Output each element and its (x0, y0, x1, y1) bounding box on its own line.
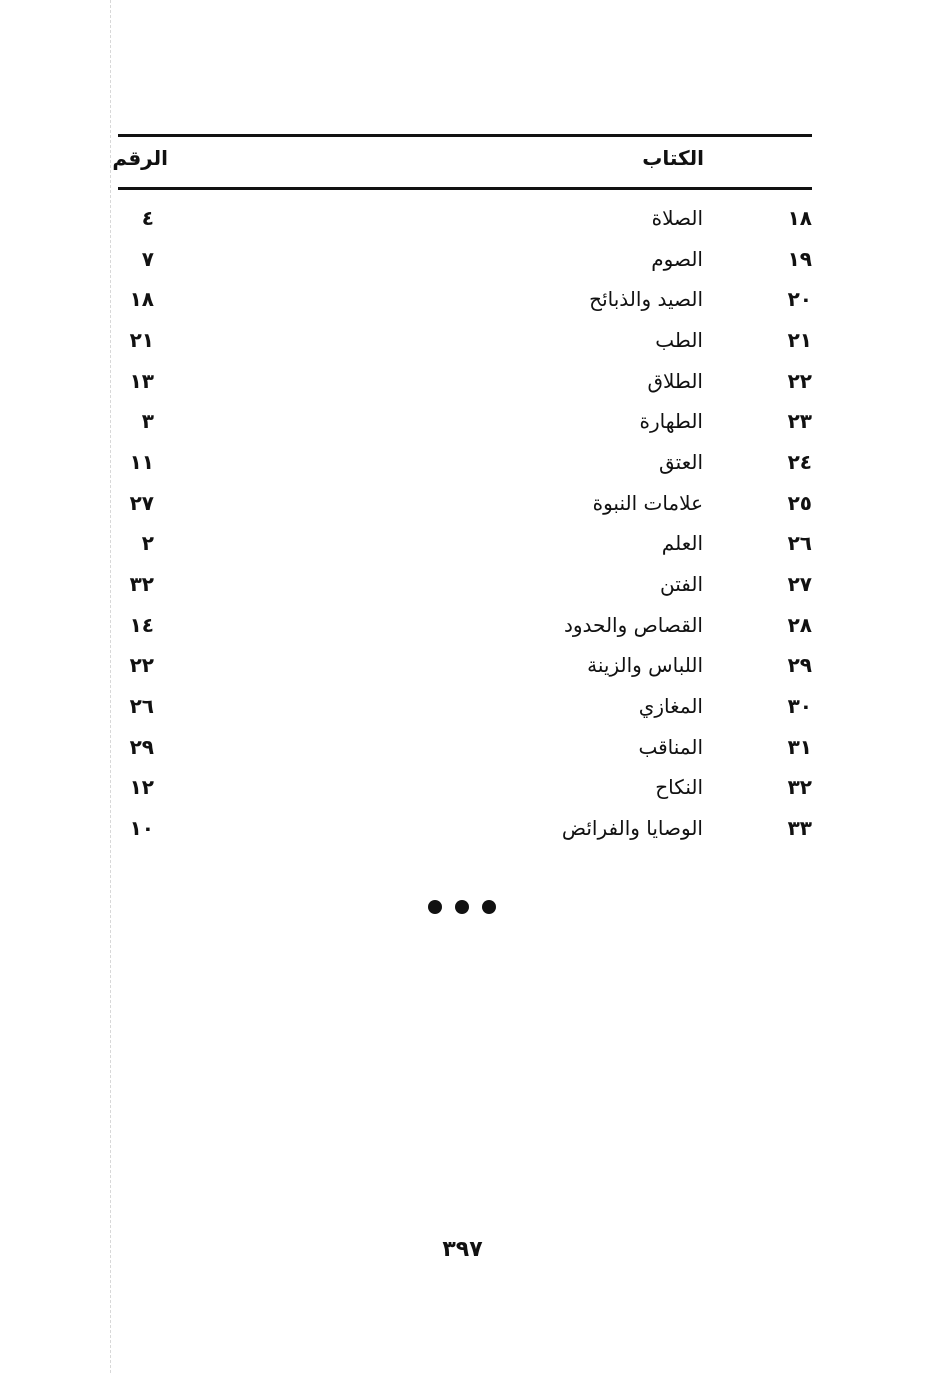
row-title: النكاح (655, 775, 703, 800)
ornament-dot (482, 900, 496, 914)
table-header-rule (118, 187, 812, 190)
row-count: ٢٩ (129, 734, 154, 759)
row-serial: ٢٥ (787, 490, 812, 515)
row-serial: ٢٦ (787, 531, 812, 556)
ornament-dot (428, 900, 442, 914)
page-number: ٣٩٧ (442, 1236, 483, 1262)
row-serial: ٢٠ (787, 287, 812, 312)
header-book: الكتاب (642, 146, 704, 170)
row-title: العتق (658, 450, 703, 475)
row-title: الطلاق (647, 368, 703, 393)
table-row: ٢٢ الطلاق ١٣ (118, 369, 812, 405)
row-serial: ٢٢ (787, 368, 812, 393)
table-row: ٣٠ المغازي ٢٦ (118, 694, 812, 730)
row-count: ١٠ (129, 816, 154, 841)
row-count: ٢ (141, 531, 154, 556)
row-title: المغازي (638, 694, 703, 719)
row-count: ٣ (141, 409, 154, 434)
row-serial: ١٩ (787, 246, 812, 271)
row-title: الطهارة (639, 409, 703, 434)
row-serial: ٣٠ (787, 694, 812, 719)
row-serial: ٣١ (787, 734, 812, 759)
row-title: الفتن (659, 572, 703, 597)
table-row: ٢٨ القصاص والحدود ١٤ (118, 613, 812, 649)
table-row: ٣٢ النكاح ١٢ (118, 775, 812, 811)
row-count: ١٢ (129, 775, 154, 800)
table-row: ٢٥ علامات النبوة ٢٧ (118, 491, 812, 527)
row-count: ١٣ (129, 368, 154, 393)
table-row: ٢٦ العلم ٢ (118, 531, 812, 567)
header-number: الرقم (112, 146, 168, 170)
row-count: ١٤ (129, 612, 154, 637)
row-serial: ٢٣ (787, 409, 812, 434)
row-title: الطب (655, 328, 703, 352)
row-serial: ٢٨ (787, 612, 812, 637)
row-serial: ٢١ (787, 328, 812, 352)
table-row: ٢٠ الصيد والذبائح ١٨ (118, 287, 812, 323)
row-serial: ٣٢ (787, 775, 812, 800)
page-margin-line (110, 0, 111, 1373)
row-serial: ٢٤ (787, 450, 812, 475)
table-row: ١٨ الصلاة ٤ (118, 206, 812, 242)
row-count: ٢٢ (129, 653, 154, 678)
row-count: ٢١ (129, 328, 154, 352)
row-count: ٢٧ (129, 490, 154, 515)
row-title: اللباس والزينة (587, 653, 703, 678)
row-count: ٢٦ (129, 694, 154, 719)
table-row: ٢٩ اللباس والزينة ٢٢ (118, 653, 812, 689)
row-count: ١٨ (129, 287, 154, 312)
table-row: ٢٧ الفتن ٣٢ (118, 572, 812, 608)
row-serial: ٣٣ (787, 816, 812, 841)
table-row: ١٩ الصوم ٧ (118, 247, 812, 283)
row-title: العلم (661, 531, 703, 556)
row-title: الصيد والذبائح (589, 287, 703, 312)
row-title: المناقب (638, 734, 703, 759)
row-serial: ٢٩ (787, 653, 812, 678)
row-title: الصوم (651, 246, 703, 271)
end-ornament (428, 900, 496, 914)
table-row: ٣٣ الوصايا والفرائض ١٠ (118, 816, 812, 852)
table-row: ٣١ المناقب ٢٩ (118, 735, 812, 771)
row-count: ٣٢ (129, 572, 154, 597)
table-row: ٢٤ العتق ١١ (118, 450, 812, 486)
row-serial: ١٨ (787, 206, 812, 230)
table-row: ٢١ الطب ٢١ (118, 328, 812, 364)
row-title: الوصايا والفرائض (561, 816, 703, 841)
ornament-dot (455, 900, 469, 914)
row-title: علامات النبوة (592, 490, 703, 515)
row-count: ٧ (141, 246, 154, 271)
row-title: القصاص والحدود (563, 612, 703, 637)
row-count: ٤ (141, 206, 154, 230)
row-count: ١١ (129, 450, 154, 475)
row-serial: ٢٧ (787, 572, 812, 597)
table-row: ٢٣ الطهارة ٣ (118, 409, 812, 445)
row-title: الصلاة (651, 206, 703, 230)
table-top-rule (118, 134, 812, 137)
